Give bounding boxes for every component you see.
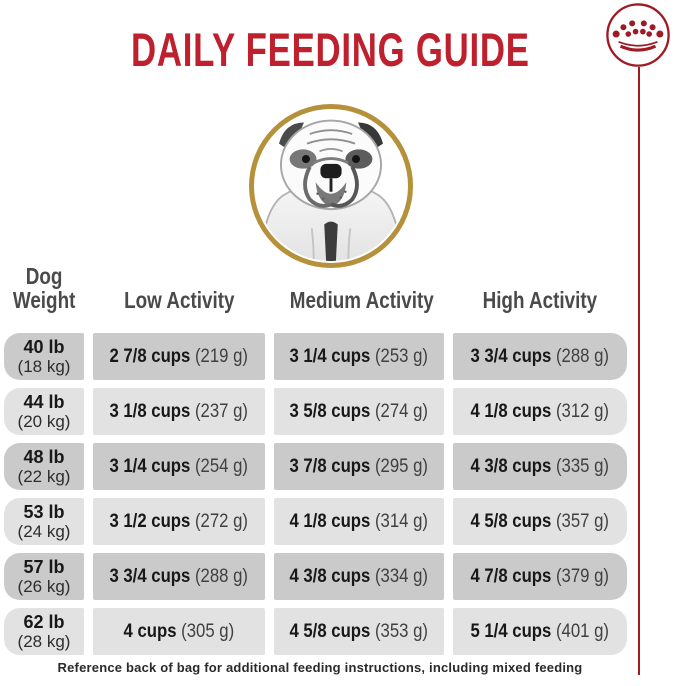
weight-lb: 62 lb <box>23 611 65 632</box>
weight-lb: 57 lb <box>23 556 65 577</box>
weight-cell: 40 lb (18 kg) <box>4 333 84 380</box>
table-row: 53 lb (24 kg) 3 1/2 cups (272 g) 4 1/8 c… <box>0 498 679 545</box>
serving-cups: 3 5/8 cups <box>289 400 371 422</box>
serving-cups: 2 7/8 cups <box>109 345 191 367</box>
weight-cell: 53 lb (24 kg) <box>4 498 84 545</box>
weight-cell: 57 lb (26 kg) <box>4 553 84 600</box>
high-activity-cell: 5 1/4 cups (401 g) <box>453 608 627 655</box>
serving-grams: (334 g) <box>375 565 429 587</box>
serving-grams: (253 g) <box>375 345 429 367</box>
serving-cups: 4 3/8 cups <box>289 565 371 587</box>
high-activity-cell: 4 3/8 cups (335 g) <box>453 443 627 490</box>
serving-grams: (272 g) <box>195 510 249 532</box>
serving-grams: (335 g) <box>556 455 610 477</box>
royal-canin-crown-logo <box>604 2 672 70</box>
col-header-high-activity: High Activity <box>482 286 598 313</box>
weight-kg: (28 kg) <box>17 632 71 652</box>
serving-grams: (288 g) <box>556 345 610 367</box>
serving-cups: 5 1/4 cups <box>470 620 552 642</box>
weight-cell: 44 lb (20 kg) <box>4 388 84 435</box>
weight-lb: 40 lb <box>23 336 65 357</box>
weight-cell: 48 lb (22 kg) <box>4 443 84 490</box>
serving-cups: 3 1/4 cups <box>109 455 191 477</box>
weight-lb: 44 lb <box>23 391 65 412</box>
dog-weight-line2: Weight <box>12 286 76 313</box>
low-activity-cell: 3 1/2 cups (272 g) <box>93 498 265 545</box>
col-header-low-activity: Low Activity <box>123 286 235 313</box>
medium-activity-cell: 3 1/4 cups (253 g) <box>274 333 444 380</box>
serving-cups: 3 1/8 cups <box>109 400 191 422</box>
col-header-medium-activity: Medium Activity <box>289 286 434 313</box>
feeding-table-body: 40 lb (18 kg) 2 7/8 cups (219 g) 3 1/4 c… <box>0 333 679 663</box>
serving-cups: 4 1/8 cups <box>289 510 371 532</box>
weight-kg: (24 kg) <box>17 522 71 542</box>
high-activity-cell: 4 1/8 cups (312 g) <box>453 388 627 435</box>
bulldog-illustration-icon <box>255 110 407 262</box>
bulldog-photo <box>249 104 413 268</box>
table-row: 62 lb (28 kg) 4 cups (305 g) 4 5/8 cups … <box>0 608 679 655</box>
serving-cups: 3 3/4 cups <box>109 565 191 587</box>
serving-grams: (314 g) <box>375 510 429 532</box>
medium-activity-cell: 4 3/8 cups (334 g) <box>274 553 444 600</box>
serving-grams: (274 g) <box>375 400 429 422</box>
table-row: 48 lb (22 kg) 3 1/4 cups (254 g) 3 7/8 c… <box>0 443 679 490</box>
serving-grams: (401 g) <box>556 620 610 642</box>
low-activity-cell: 3 1/4 cups (254 g) <box>93 443 265 490</box>
serving-grams: (219 g) <box>195 345 249 367</box>
weight-kg: (20 kg) <box>17 412 71 432</box>
crown-icon <box>606 3 670 67</box>
weight-cell: 62 lb (28 kg) <box>4 608 84 655</box>
serving-cups: 3 1/4 cups <box>289 345 371 367</box>
serving-cups: 3 7/8 cups <box>289 455 371 477</box>
serving-grams: (357 g) <box>556 510 610 532</box>
serving-grams: (237 g) <box>195 400 249 422</box>
low-activity-cell: 4 cups (305 g) <box>93 608 265 655</box>
low-activity-cell: 3 3/4 cups (288 g) <box>93 553 265 600</box>
serving-cups: 4 1/8 cups <box>470 400 552 422</box>
serving-cups: 4 cups <box>123 620 177 642</box>
serving-grams: (254 g) <box>195 455 249 477</box>
low-activity-cell: 3 1/8 cups (237 g) <box>93 388 265 435</box>
serving-grams: (353 g) <box>375 620 429 642</box>
serving-cups: 4 5/8 cups <box>470 510 552 532</box>
weight-kg: (22 kg) <box>17 467 71 487</box>
medium-activity-cell: 4 5/8 cups (353 g) <box>274 608 444 655</box>
medium-activity-cell: 4 1/8 cups (314 g) <box>274 498 444 545</box>
weight-lb: 48 lb <box>23 446 65 467</box>
feeding-table-header: Dog Weight Low Activity Medium Activity … <box>0 258 679 314</box>
weight-lb: 53 lb <box>23 501 65 522</box>
table-row: 44 lb (20 kg) 3 1/8 cups (237 g) 3 5/8 c… <box>0 388 679 435</box>
medium-activity-cell: 3 5/8 cups (274 g) <box>274 388 444 435</box>
high-activity-cell: 4 5/8 cups (357 g) <box>453 498 627 545</box>
col-header-dog-weight: Dog Weight <box>4 263 84 314</box>
medium-activity-cell: 3 7/8 cups (295 g) <box>274 443 444 490</box>
serving-cups: 4 7/8 cups <box>470 565 552 587</box>
footer-note: Reference back of bag for additional fee… <box>57 660 583 675</box>
serving-cups: 3 1/2 cups <box>109 510 191 532</box>
serving-grams: (305 g) <box>181 620 235 642</box>
weight-kg: (26 kg) <box>17 577 71 597</box>
dog-weight-line1: Dog <box>25 263 63 290</box>
page-title-wrap: DAILY FEEDING GUIDE <box>0 22 660 77</box>
table-row: 57 lb (26 kg) 3 3/4 cups (288 g) 4 3/8 c… <box>0 553 679 600</box>
table-row: 40 lb (18 kg) 2 7/8 cups (219 g) 3 1/4 c… <box>0 333 679 380</box>
serving-grams: (288 g) <box>195 565 249 587</box>
accent-line <box>638 67 640 675</box>
low-activity-cell: 2 7/8 cups (219 g) <box>93 333 265 380</box>
weight-kg: (18 kg) <box>17 357 71 377</box>
serving-cups: 3 3/4 cups <box>470 345 552 367</box>
serving-grams: (295 g) <box>375 455 429 477</box>
serving-grams: (379 g) <box>556 565 610 587</box>
serving-cups: 4 3/8 cups <box>470 455 552 477</box>
page-title: DAILY FEEDING GUIDE <box>130 23 530 76</box>
serving-grams: (312 g) <box>556 400 610 422</box>
serving-cups: 4 5/8 cups <box>289 620 371 642</box>
high-activity-cell: 3 3/4 cups (288 g) <box>453 333 627 380</box>
high-activity-cell: 4 7/8 cups (379 g) <box>453 553 627 600</box>
